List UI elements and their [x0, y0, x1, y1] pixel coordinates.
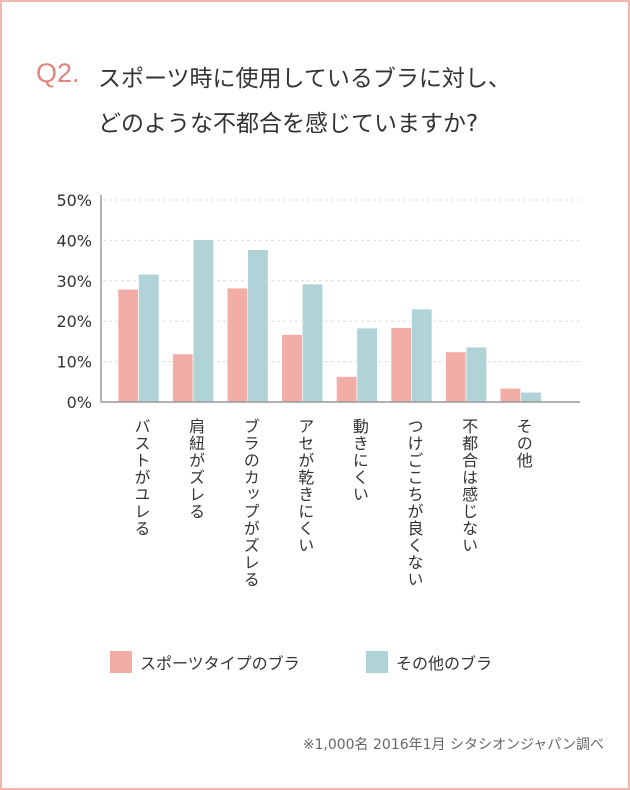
legend-label: その他のブラ	[396, 654, 493, 673]
category-label: つけごこちが良くない	[404, 418, 424, 588]
bar-other-bra	[411, 308, 433, 403]
bar-other-bra	[301, 283, 324, 403]
bar-other-bra	[520, 392, 542, 403]
survey-note: ※1,000名 2016年1月 シタシオンジャパン調べ	[302, 737, 604, 753]
bar-sports-bra	[499, 387, 522, 403]
question-number: Q2.	[36, 58, 80, 88]
y-tick-label: 10%	[56, 353, 92, 372]
bar-sports-bra	[172, 353, 194, 403]
category-label: ブラのカップがズレる	[240, 418, 260, 588]
category-label: その他	[513, 418, 533, 469]
bar-other-bra	[465, 346, 487, 403]
category-label: アセが乾きにくい	[295, 418, 315, 554]
bar-sports-bra	[117, 288, 139, 403]
legend-swatch	[110, 651, 132, 673]
category-label: 動きにくい	[349, 418, 369, 503]
bar-other-bra	[247, 249, 269, 403]
bar-sports-bra	[390, 327, 412, 403]
legend-item-other-bra: その他のブラ	[366, 650, 492, 674]
bar-chart: 0% 10% 20% 30% 40% 50%	[56, 191, 580, 412]
bar-sports-bra	[445, 351, 467, 403]
legend-label: スポーツタイプのブラ	[140, 654, 300, 673]
category-label: バストがユレる	[131, 418, 151, 537]
category-label: 肩紐がズレる	[186, 418, 206, 520]
y-tick-label: 30%	[56, 272, 92, 291]
legend-swatch	[366, 651, 388, 673]
y-tick-label: 0%	[67, 393, 92, 412]
bar-other-bra	[356, 327, 378, 403]
y-tick-label: 50%	[56, 191, 92, 210]
bar-sports-bra	[281, 334, 303, 403]
question-title-line1: スポーツ時に使用しているブラに対し、	[98, 66, 511, 92]
bar-other-bra	[138, 274, 160, 403]
bar-other-bra	[192, 239, 214, 403]
bar-sports-bra	[336, 376, 358, 403]
y-tick-label: 40%	[56, 231, 92, 250]
y-tick-label: 20%	[56, 312, 92, 331]
bar-sports-bra	[226, 287, 248, 403]
legend-item-sports-bra: スポーツタイプのブラ	[110, 650, 300, 674]
question-title-line2: どのような不都合を感じていますか?	[98, 111, 479, 137]
category-label: 不都合は感じない	[459, 418, 479, 554]
